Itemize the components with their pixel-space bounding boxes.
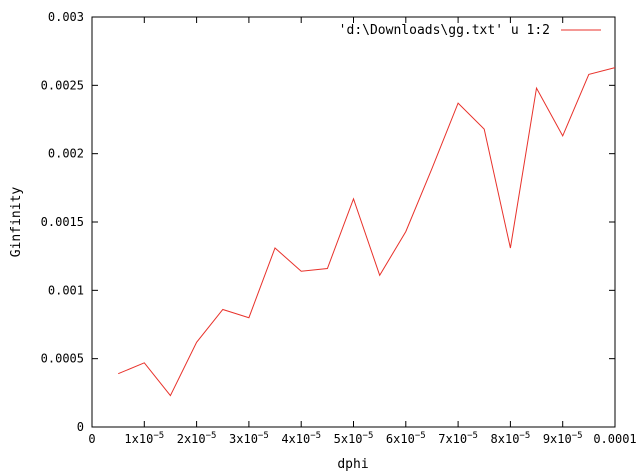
legend-entry-label: 'd:\Downloads\gg.txt' u 1:2 xyxy=(339,23,550,38)
y-tick-label: 0.002 xyxy=(48,147,84,161)
y-axis-label: Ginfinity xyxy=(9,187,24,258)
x-tick-label: 4x10−5 xyxy=(281,431,321,446)
x-tick-label: 0 xyxy=(88,432,95,446)
y-tick-label: 0 xyxy=(77,420,84,434)
x-tick-label: 5x10−5 xyxy=(334,431,374,446)
x-axis-label: dphi xyxy=(337,457,368,472)
x-tick-label: 7x10−5 xyxy=(438,431,478,446)
y-tick-label: 0.001 xyxy=(48,283,84,297)
y-tick-label: 0.0025 xyxy=(41,78,84,92)
x-tick-label: 9x10−5 xyxy=(543,431,583,446)
y-tick-label: 0.0015 xyxy=(41,215,84,229)
x-tick-label: 0.0001 xyxy=(593,432,636,446)
plot-frame xyxy=(91,16,616,428)
x-tick-labels: 0 1x10−5 2x10−5 3x10−5 4x10−5 5x10−5 6x10−5 7x1… xyxy=(88,431,636,446)
y-tick-labels: 0 0.0005 0.001 0.0015 0.002 0.0025 0.003 xyxy=(41,10,84,434)
y-tick-label: 0.0005 xyxy=(41,352,84,366)
x-tick-label: 6x10−5 xyxy=(386,431,426,446)
series-line-0 xyxy=(118,67,616,397)
x-tick-label: 8x10−5 xyxy=(491,431,531,446)
x-tick-label: 2x10−5 xyxy=(177,431,217,446)
series-layer xyxy=(118,67,616,397)
legend: 'd:\Downloads\gg.txt' u 1:2 xyxy=(339,23,601,38)
y-tick-label: 0.003 xyxy=(48,10,84,24)
x-tick-label: 1x10−5 xyxy=(124,431,164,446)
axis-ticks xyxy=(91,16,616,428)
x-tick-label: 3x10−5 xyxy=(229,431,269,446)
